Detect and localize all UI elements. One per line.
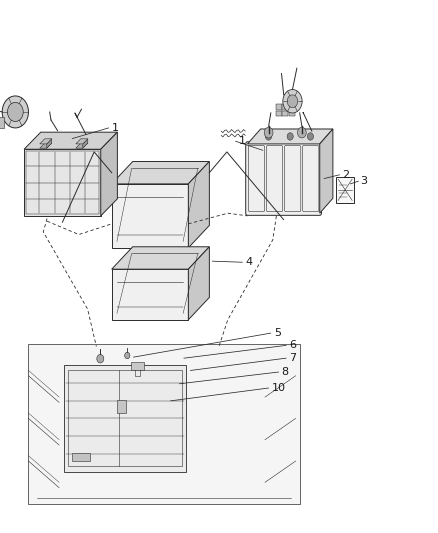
Polygon shape: [112, 184, 188, 248]
Bar: [276, 111, 282, 116]
Polygon shape: [188, 247, 209, 320]
Circle shape: [283, 90, 302, 113]
Polygon shape: [112, 161, 209, 184]
Circle shape: [264, 127, 273, 138]
Text: 6: 6: [289, 341, 296, 350]
Polygon shape: [112, 247, 209, 269]
FancyBboxPatch shape: [246, 142, 321, 215]
Polygon shape: [24, 149, 101, 216]
Bar: [289, 111, 295, 116]
Polygon shape: [247, 129, 333, 144]
Text: 8: 8: [282, 367, 289, 377]
Circle shape: [97, 354, 104, 363]
Bar: [64, 365, 186, 472]
Polygon shape: [76, 143, 88, 148]
Circle shape: [7, 102, 23, 122]
Text: 5: 5: [274, 328, 281, 338]
Bar: [68, 370, 182, 466]
Polygon shape: [320, 129, 333, 213]
Polygon shape: [76, 139, 88, 144]
Text: 10: 10: [272, 383, 286, 393]
Bar: [0, 117, 4, 128]
Circle shape: [297, 127, 306, 138]
Text: 7: 7: [289, 353, 296, 363]
Circle shape: [307, 133, 314, 140]
Polygon shape: [40, 139, 52, 144]
Bar: [26, 151, 99, 214]
Circle shape: [287, 133, 293, 140]
Polygon shape: [112, 269, 188, 320]
Bar: [289, 104, 295, 110]
Text: 1: 1: [112, 123, 119, 133]
Circle shape: [287, 95, 298, 108]
Text: 2: 2: [343, 170, 350, 180]
Bar: [28, 344, 300, 504]
Bar: [117, 400, 126, 413]
Bar: [336, 177, 354, 203]
Bar: [283, 111, 288, 116]
Text: 3: 3: [360, 176, 367, 186]
Polygon shape: [83, 139, 88, 148]
Text: 1: 1: [239, 136, 246, 146]
Text: 4: 4: [245, 257, 252, 267]
Polygon shape: [101, 132, 117, 216]
Bar: [276, 104, 282, 110]
Polygon shape: [188, 161, 209, 248]
Polygon shape: [24, 132, 117, 149]
Circle shape: [265, 133, 272, 140]
Polygon shape: [40, 143, 52, 148]
Bar: [72, 453, 90, 461]
Circle shape: [2, 96, 28, 128]
Bar: [131, 362, 144, 370]
Bar: [283, 104, 288, 110]
Polygon shape: [47, 139, 52, 148]
Circle shape: [125, 352, 130, 359]
